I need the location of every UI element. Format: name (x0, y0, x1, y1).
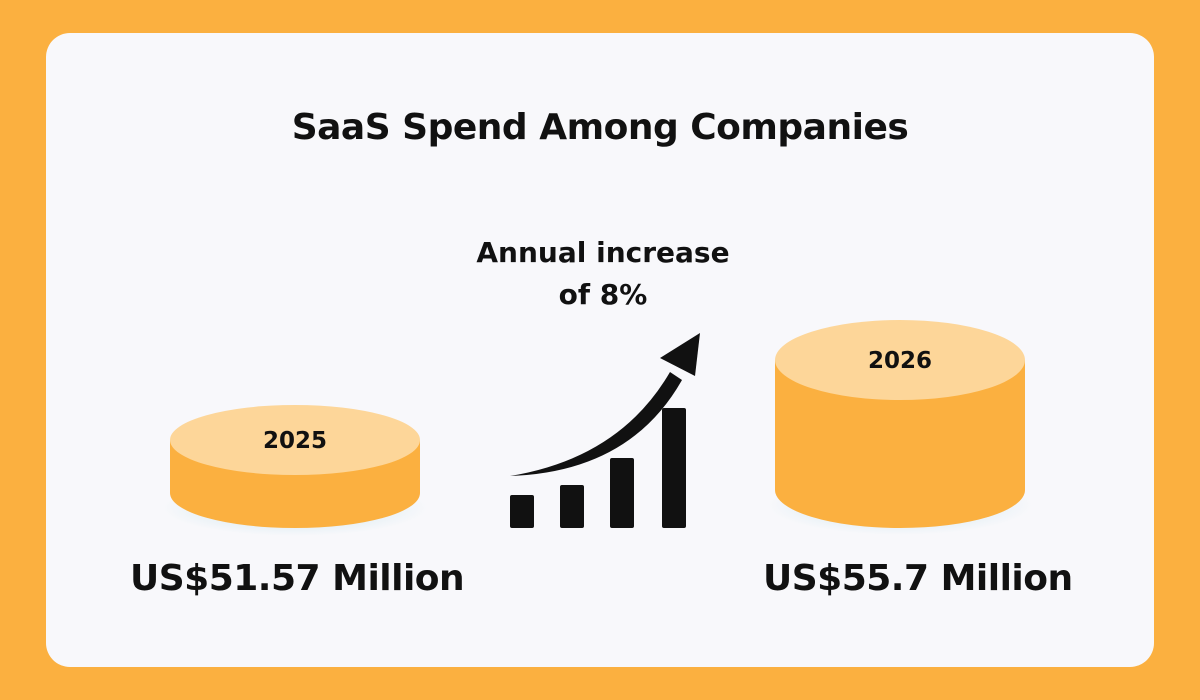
cylinder-2026-side (775, 360, 1025, 528)
cylinder-2025: 2025 (163, 405, 427, 536)
year-2025-label: 2025 (263, 428, 327, 454)
cylinder-2026: 2026 (768, 320, 1032, 535)
annual-increase-line1: Annual increase (476, 236, 730, 269)
page-title: SaaS Spend Among Companies (291, 107, 909, 148)
annual-increase-label: Annual increase of 8% (453, 232, 753, 316)
year-2026-label: 2026 (868, 348, 932, 374)
amount-2026: US$55.7 Million (763, 558, 1073, 599)
growth-chart-icon (510, 333, 700, 528)
amount-2025: US$51.57 Million (130, 558, 465, 599)
cylinder-2026-top (775, 320, 1025, 400)
cylinder-2025-top (170, 405, 420, 475)
annual-increase-line2: of 8% (558, 278, 648, 311)
